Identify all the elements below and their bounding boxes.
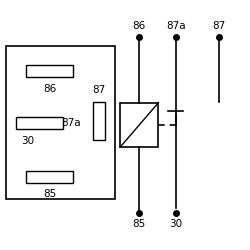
Text: 87: 87 xyxy=(212,21,226,31)
Bar xyxy=(93,102,105,140)
Bar xyxy=(16,117,63,129)
Bar xyxy=(6,46,115,199)
Text: 87a: 87a xyxy=(166,21,186,31)
Text: 85: 85 xyxy=(132,219,146,229)
Bar xyxy=(26,65,73,77)
Bar xyxy=(120,103,158,147)
Text: 86: 86 xyxy=(43,84,56,94)
Text: 87a: 87a xyxy=(61,118,80,128)
Text: 30: 30 xyxy=(21,136,34,146)
Text: 87: 87 xyxy=(92,85,106,95)
Text: 30: 30 xyxy=(169,219,182,229)
Bar xyxy=(26,171,73,183)
Text: 86: 86 xyxy=(132,21,146,31)
Text: 85: 85 xyxy=(43,189,56,199)
